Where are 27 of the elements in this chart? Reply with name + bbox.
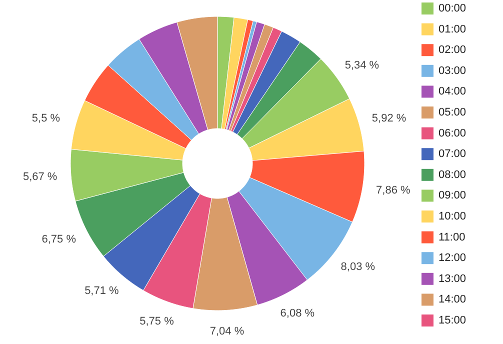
data-label: 5,71 % bbox=[84, 285, 120, 298]
data-label: 5,67 % bbox=[22, 171, 58, 184]
data-label: 6,08 % bbox=[280, 308, 315, 320]
legend-label: 01:00 bbox=[438, 23, 466, 36]
legend-label: 10:00 bbox=[438, 210, 466, 222]
legend-label: 13:00 bbox=[438, 272, 466, 285]
legend-label: 03:00 bbox=[438, 64, 466, 77]
data-label: 5,5 % bbox=[32, 112, 60, 125]
data-label: 5,92 % bbox=[372, 112, 406, 125]
legend-label: 02:00 bbox=[438, 44, 466, 56]
data-label: 5,75 % bbox=[140, 315, 174, 328]
data-label: 6,75 % bbox=[42, 234, 76, 246]
legend-label: 12:00 bbox=[438, 252, 466, 264]
legend-label: 09:00 bbox=[438, 190, 466, 202]
legend-label: 08:00 bbox=[438, 168, 466, 181]
legend-label: 11:00 bbox=[438, 231, 466, 244]
data-label: 7,04 % bbox=[210, 325, 244, 338]
data-label: 5,34 % bbox=[344, 59, 380, 72]
data-label: 8,03 % bbox=[340, 260, 376, 273]
legend-label: 00:00 bbox=[438, 2, 466, 14]
legend-label: 15:00 bbox=[438, 314, 466, 326]
legend-label: 05:00 bbox=[438, 106, 466, 118]
legend-label: 07:00 bbox=[438, 148, 466, 160]
legend-label: 04:00 bbox=[438, 86, 466, 98]
legend-label: 06:00 bbox=[438, 127, 466, 140]
data-label: 7,86 % bbox=[376, 184, 410, 197]
legend-label: 14:00 bbox=[438, 294, 466, 306]
